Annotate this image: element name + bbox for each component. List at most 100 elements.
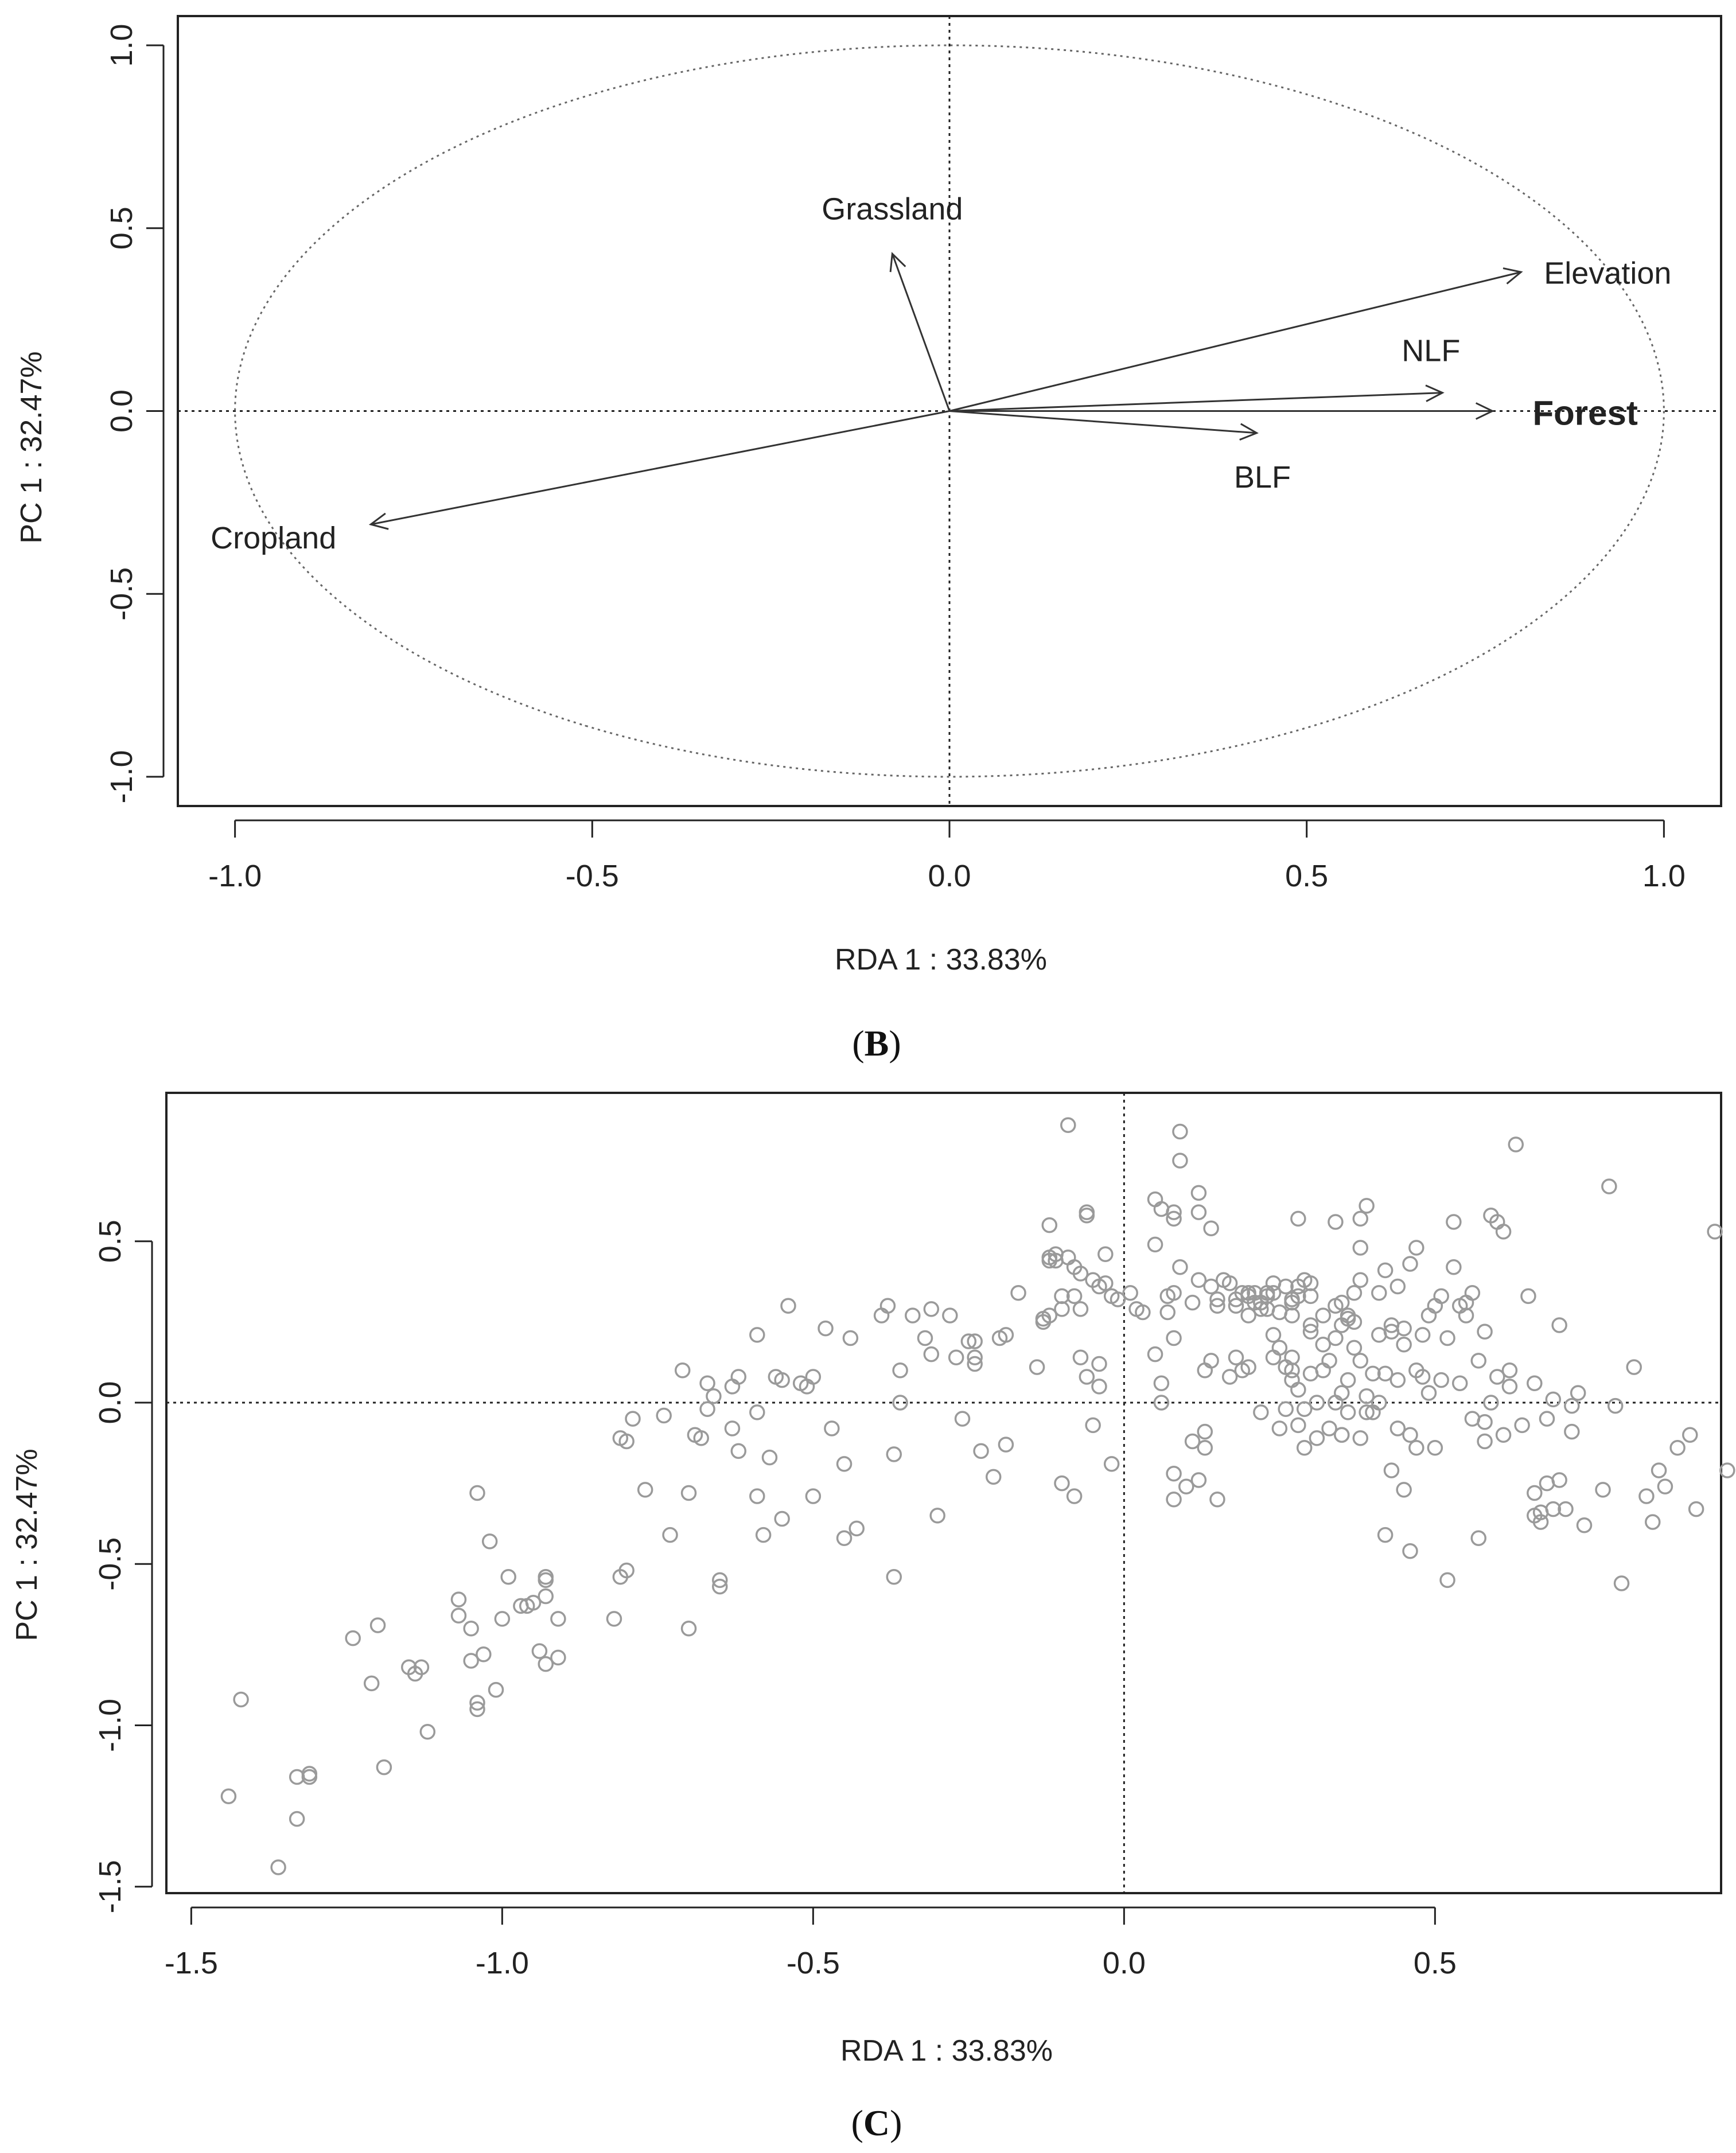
scatter-point — [973, 1443, 989, 1459]
scatter-point — [1433, 1372, 1449, 1388]
scatter-point — [1439, 1330, 1455, 1346]
arrow-blf-label: BLF — [1234, 460, 1291, 495]
scatter-point — [1209, 1492, 1225, 1508]
scatter-point — [469, 1701, 485, 1718]
scatter-point — [917, 1330, 933, 1346]
scatter-point — [1328, 1330, 1344, 1346]
scatter-point — [1309, 1395, 1325, 1411]
scatter-point — [1072, 1301, 1089, 1317]
scatter-point — [1097, 1275, 1114, 1291]
scatter-point — [1153, 1375, 1170, 1391]
scatter-point — [1402, 1427, 1418, 1443]
scatter-point — [1420, 1307, 1437, 1323]
scatter-point — [1334, 1427, 1350, 1443]
arrow-elevation-shaft — [949, 271, 1521, 412]
panel-b-y-tick-label: 0.5 — [104, 207, 139, 250]
scatter-point — [1340, 1372, 1356, 1388]
scatter-point — [233, 1691, 249, 1708]
scatter-point — [1464, 1285, 1481, 1301]
scatter-point — [1091, 1356, 1107, 1372]
scatter-point — [1501, 1379, 1518, 1395]
scatter-point — [1451, 1375, 1468, 1391]
scatter-point — [363, 1675, 380, 1692]
scatter-point — [1228, 1298, 1244, 1314]
scatter-point — [1271, 1340, 1288, 1356]
scatter-point — [1122, 1285, 1138, 1301]
scatter-point — [1290, 1288, 1306, 1305]
scatter-point — [1489, 1369, 1505, 1385]
scatter-point — [538, 1569, 554, 1585]
scatter-point — [774, 1372, 790, 1388]
scatter-point — [1079, 1208, 1095, 1224]
scatter-point — [1153, 1395, 1170, 1411]
scatter-point — [1352, 1353, 1369, 1369]
arrow-grassland-label: Grassland — [822, 192, 963, 226]
scatter-point — [712, 1578, 728, 1595]
scatter-point — [724, 1379, 741, 1395]
scatter-point — [1072, 1266, 1089, 1282]
scatter-point — [1284, 1372, 1300, 1388]
scatter-point — [1066, 1288, 1083, 1305]
scatter-point — [1302, 1317, 1319, 1333]
panel-b-label-close: ) — [889, 1023, 901, 1064]
scatter-point — [1054, 1301, 1070, 1317]
scatter-point — [1532, 1514, 1549, 1530]
arrow-cropland-head — [368, 512, 389, 530]
panel-b-y-tick-label: 0.0 — [104, 390, 139, 433]
scatter-point — [998, 1327, 1014, 1343]
scatter-point — [749, 1488, 765, 1504]
scatter-point — [1240, 1307, 1256, 1323]
scatter-point — [805, 1369, 822, 1385]
scatter-point — [606, 1611, 622, 1627]
scatter-point — [842, 1330, 859, 1346]
scatter-point — [488, 1681, 504, 1698]
scatter-point — [419, 1724, 436, 1740]
arrow-grassland-head — [889, 252, 906, 272]
scatter-point — [1197, 1362, 1213, 1379]
scatter-point — [1359, 1388, 1375, 1404]
scatter-point — [848, 1520, 865, 1537]
panel-c-label-letter: C — [863, 2103, 890, 2143]
scatter-point — [1446, 1259, 1462, 1275]
scatter-point — [1054, 1475, 1070, 1492]
scatter-point — [1402, 1256, 1418, 1272]
scatter-point — [1334, 1385, 1350, 1401]
scatter-panel-c: -1.5 -1.0 -0.5 0.0 0.5 -1.5 -1.0 -0.5 0.0 0.5 — [93, 1092, 1735, 1980]
scatter-point — [1551, 1472, 1567, 1488]
scatter-point — [1514, 1417, 1530, 1434]
scatter-point — [1682, 1427, 1698, 1443]
scatter-point — [774, 1510, 790, 1527]
panel-b-y-tick-label: -0.5 — [104, 567, 139, 621]
scatter-point — [1558, 1501, 1574, 1517]
scatter-point — [706, 1388, 722, 1404]
scatter-point — [1166, 1330, 1182, 1346]
scatter-point — [1477, 1433, 1493, 1450]
scatter-point — [625, 1411, 641, 1427]
scatter-point — [1396, 1482, 1412, 1498]
scatter-point — [1166, 1466, 1182, 1482]
scatter-point — [1159, 1304, 1176, 1321]
scatter-point — [1166, 1285, 1182, 1301]
panel-c-x-tick-label: -1.5 — [165, 1946, 218, 1980]
scatter-point — [886, 1446, 902, 1462]
scatter-point — [538, 1572, 554, 1589]
scatter-point — [1613, 1575, 1630, 1591]
scatter-point — [929, 1508, 945, 1524]
scatter-point — [1178, 1478, 1194, 1494]
scatter-point — [463, 1621, 479, 1637]
scatter-point — [761, 1449, 778, 1466]
scatter-point — [1601, 1178, 1617, 1194]
scatter-point — [1197, 1423, 1213, 1440]
scatter-point — [1321, 1420, 1337, 1436]
scatter-point — [1340, 1404, 1356, 1420]
scatter-point — [967, 1349, 983, 1365]
scatter-point — [724, 1420, 741, 1436]
scatter-point — [699, 1401, 715, 1417]
panel-c-y-tick-label: -1.5 — [93, 1860, 127, 1913]
scatter-point — [712, 1572, 728, 1589]
scatter-point — [1595, 1482, 1611, 1498]
scatter-point — [1389, 1278, 1406, 1295]
scatter-point — [1607, 1397, 1624, 1414]
scatter-point — [1166, 1204, 1182, 1220]
scatter-point — [1079, 1204, 1095, 1220]
